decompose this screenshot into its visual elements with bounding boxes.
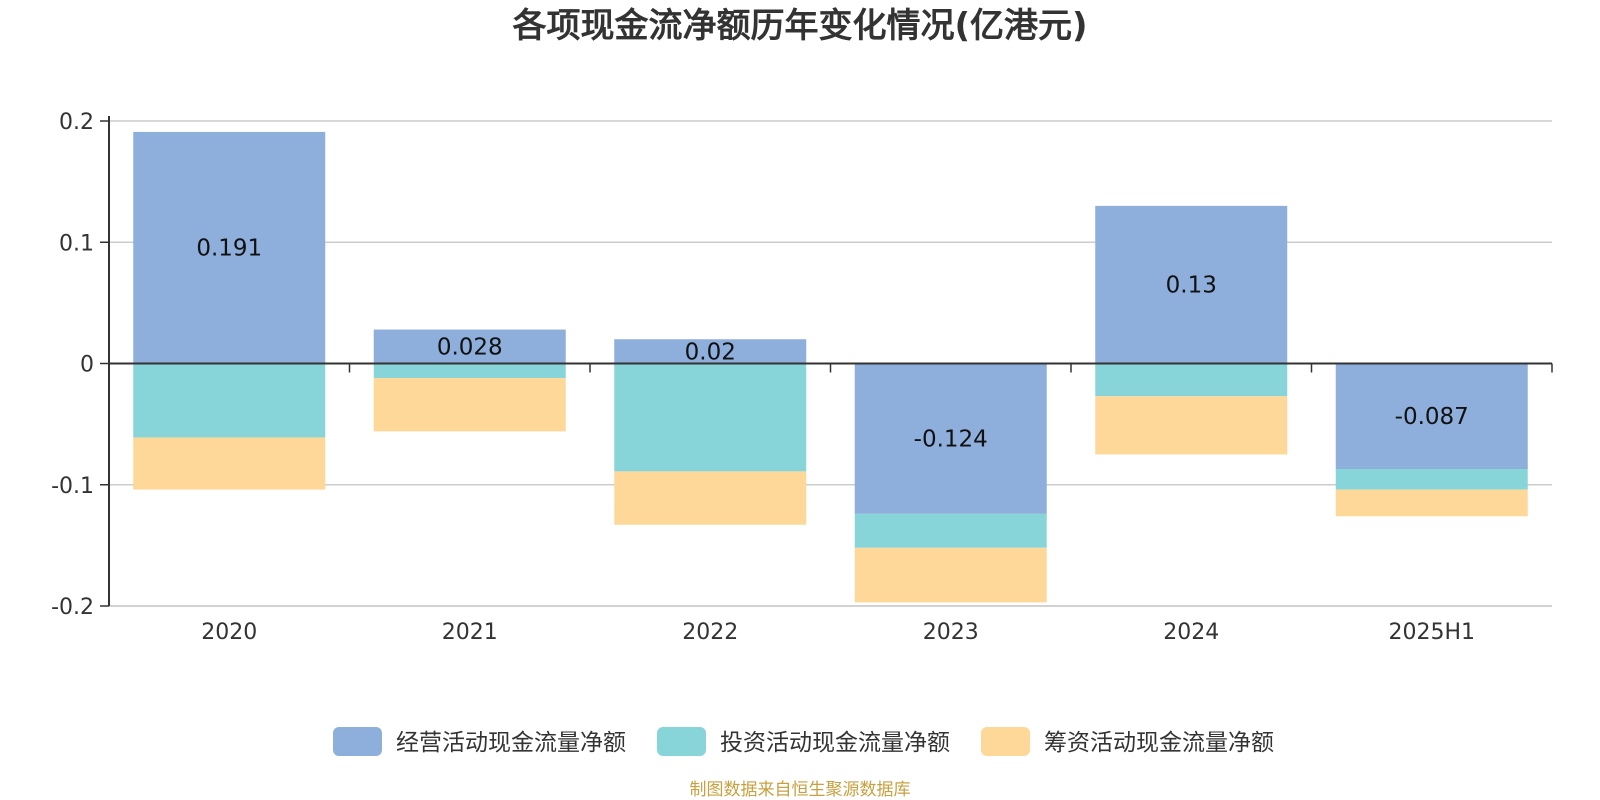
data-label-2020: 0.191 (196, 236, 262, 262)
bar-2-2022 (614, 471, 807, 525)
x-tick-label-2: 2022 (682, 620, 738, 645)
bar-0-2022 (614, 339, 807, 364)
bar-0-2024 (1095, 205, 1288, 364)
bar-1-2024 (1095, 363, 1288, 397)
data-label-2025H1: -0.087 (1395, 404, 1469, 430)
bar-0-2025H1 (1335, 363, 1528, 469)
bar-0-2020 (133, 131, 326, 364)
grid-lines (109, 120, 1552, 607)
bar-1-2025H1 (1335, 468, 1528, 490)
bar-2-2023 (854, 547, 1047, 603)
bar-0-2023 (854, 363, 1047, 514)
data-label-2023: -0.124 (914, 427, 988, 453)
y-tick-label-4: 0.2 (59, 110, 94, 135)
bar-1-2021 (373, 363, 566, 379)
axes: -0.2 -0.1 0 0.1 0.2 2020 2021 2022 2023 2024 2025H… (51, 110, 1553, 645)
bar-0-2021 (373, 329, 566, 364)
bar-2-2021 (373, 378, 566, 432)
bar-1-2022 (614, 363, 807, 472)
legend-label-1: 投资活动现金流量净额 (720, 730, 950, 756)
y-tick-label-0: -0.2 (51, 595, 94, 620)
bar-2-2024 (1095, 396, 1288, 455)
x-tick-label-0: 2020 (201, 620, 257, 645)
bar-2-2020 (133, 437, 326, 490)
legend-label-0: 经营活动现金流量净额 (396, 730, 626, 756)
data-labels: 0.191 0.028 0.02 -0.124 0.13 -0.087 (196, 236, 1469, 453)
y-tick-label-3: 0.1 (59, 231, 94, 256)
legend-swatch-0 (333, 727, 382, 756)
legend-swatch-1 (657, 727, 706, 756)
bar-1-2020 (133, 363, 326, 438)
x-tick-label-5: 2025H1 (1388, 620, 1475, 645)
chart-title: 各项现金流净额历年变化情况(亿港元) (512, 6, 1087, 46)
legend-swatch-2 (981, 727, 1030, 756)
bar-2-2025H1 (1335, 489, 1528, 517)
bars (133, 131, 1528, 603)
data-label-2022: 0.02 (685, 339, 736, 365)
legend: 经营活动现金流量净额 投资活动现金流量净额 筹资活动现金流量净额 (333, 727, 1274, 756)
y-tick-label-2: 0 (80, 353, 94, 378)
legend-label-2: 筹资活动现金流量净额 (1044, 730, 1274, 756)
x-tick-label-3: 2023 (923, 620, 979, 645)
data-label-2024: 0.13 (1166, 273, 1217, 299)
x-tick-label-4: 2024 (1163, 620, 1219, 645)
bar-1-2023 (854, 513, 1047, 548)
y-tick-label-1: -0.1 (51, 474, 94, 499)
data-label-2021: 0.028 (437, 335, 503, 361)
x-tick-label-1: 2021 (442, 620, 498, 645)
source-note: 制图数据来自恒生聚源数据库 (690, 780, 911, 800)
